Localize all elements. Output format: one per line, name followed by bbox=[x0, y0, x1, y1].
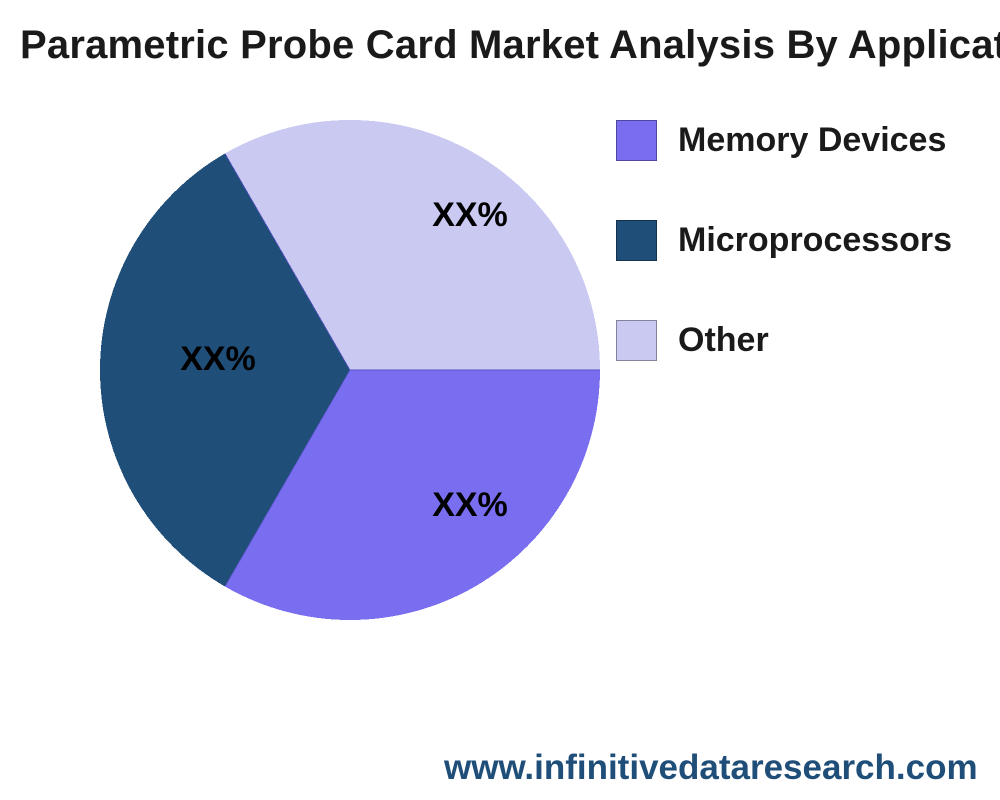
svg-text:XX%: XX% bbox=[432, 486, 508, 524]
svg-text:XX%: XX% bbox=[180, 340, 256, 378]
svg-text:XX%: XX% bbox=[432, 196, 508, 234]
